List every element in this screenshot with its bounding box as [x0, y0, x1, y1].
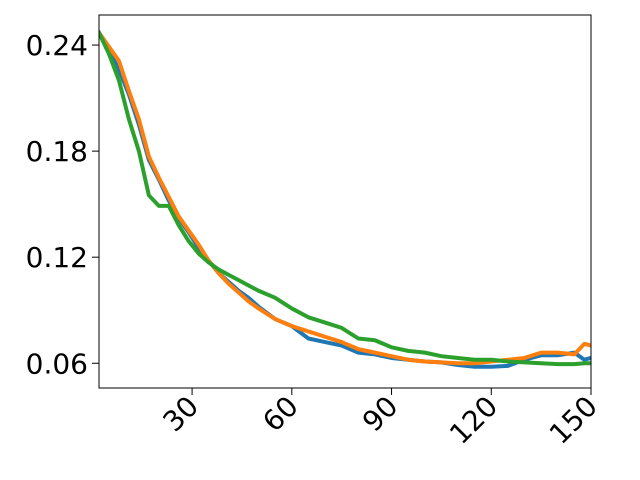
y-tick-label: 0.18 — [26, 135, 88, 168]
y-tick-label: 0.06 — [26, 347, 88, 380]
x-tick-label: 60 — [256, 390, 305, 439]
x-tick-label: 30 — [156, 390, 205, 439]
plot-frame — [98, 14, 592, 389]
series-line — [99, 30, 591, 367]
x-tick-label: 120 — [443, 390, 504, 451]
y-tick-label: 0.12 — [26, 241, 88, 274]
y-tick-label: 0.24 — [26, 29, 88, 62]
series-line — [99, 29, 591, 369]
x-tick-label: 90 — [356, 390, 405, 439]
x-tick-label: 150 — [543, 390, 604, 451]
series-line — [99, 29, 591, 366]
